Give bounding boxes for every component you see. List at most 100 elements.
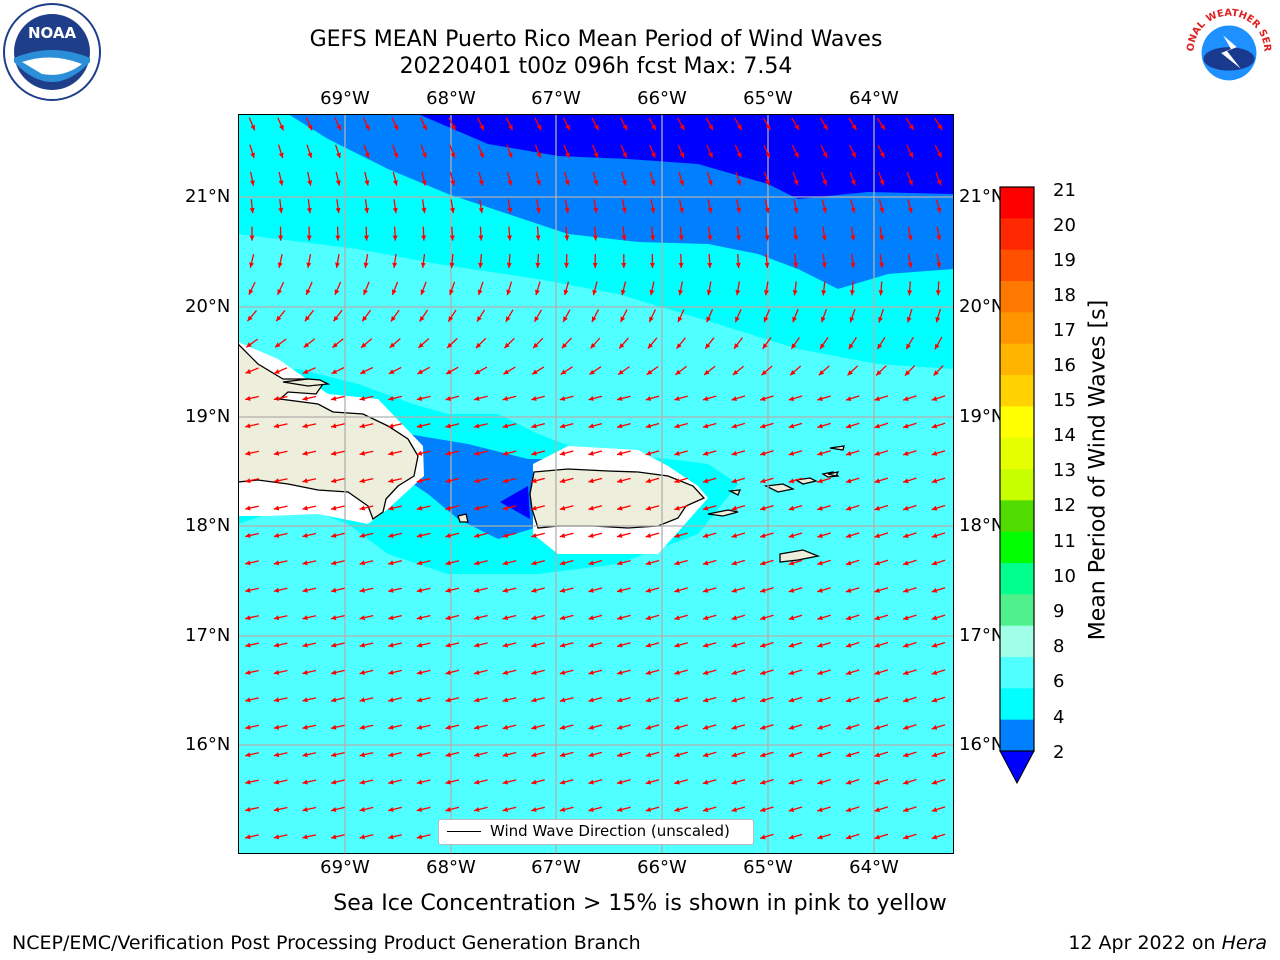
wave-vector-head <box>674 560 680 566</box>
wave-vector-head <box>678 289 683 296</box>
land-puerto-rico <box>529 468 706 529</box>
wave-vector-head <box>788 396 795 401</box>
wave-vector-head <box>760 588 766 593</box>
wave-vector-head <box>845 642 852 648</box>
wave-vector-head <box>674 670 680 675</box>
wave-vector-head <box>736 235 741 241</box>
wave-vector-head <box>245 724 251 730</box>
wave-vector-head <box>622 180 627 186</box>
wave-vector-head <box>274 369 280 374</box>
wave-vector-head <box>931 615 938 621</box>
wave-vector-head <box>935 290 941 296</box>
wave-vector-head <box>590 343 596 349</box>
wave-vector-head <box>850 207 856 213</box>
wave-vector-head <box>617 587 623 593</box>
wave-vector-head <box>645 615 652 621</box>
wave-vector-head <box>450 207 455 214</box>
wave-vector-head <box>416 615 423 621</box>
wave-vector-head <box>903 451 909 456</box>
wave-vector-head <box>702 560 709 566</box>
wave-vector-head <box>817 615 823 621</box>
wave-vector-head <box>502 642 509 648</box>
wave-vector-head <box>817 779 823 785</box>
wave-vector-head <box>845 807 852 812</box>
wave-vector-head <box>735 316 740 323</box>
wave-vector-head <box>931 779 938 785</box>
wave-vector-head <box>847 370 853 376</box>
wave-vector-head <box>817 834 823 840</box>
wave-vector-head <box>788 670 795 675</box>
wave-vector-head <box>821 290 827 296</box>
wave-vector-head <box>533 342 539 349</box>
colorbar-swatch <box>1000 375 1034 407</box>
lon-label-top: 66°W <box>637 88 687 109</box>
wave-vector-head <box>388 670 394 675</box>
wave-vector-head <box>478 207 484 214</box>
wave-vector-head <box>559 423 566 429</box>
wave-vector-head <box>706 289 712 296</box>
wave-vector-head <box>760 725 766 730</box>
wave-vector-head <box>760 807 766 812</box>
wave-vector-head <box>363 289 368 295</box>
wave-vector-head <box>674 697 680 703</box>
wave-vector-head <box>937 124 943 130</box>
footer-host: Hera <box>1221 932 1267 954</box>
colorbar-tick: 19 <box>1053 250 1076 271</box>
land-st-croix <box>779 549 821 563</box>
wave-vector-head <box>331 423 337 429</box>
wave-vector-head <box>507 152 513 158</box>
wave-vector-head <box>592 263 598 268</box>
wave-vector-head <box>588 533 594 538</box>
wave-vector-head <box>937 152 942 158</box>
wave-vector-head <box>273 478 280 484</box>
wave-vector-head <box>845 560 852 566</box>
wave-vector-head <box>504 342 510 349</box>
wave-vector-head <box>903 834 909 840</box>
wave-vector-head <box>249 235 255 241</box>
wave-vector-head <box>245 834 251 840</box>
wave-vector-head <box>302 423 308 429</box>
colorbar <box>999 186 1035 785</box>
wave-vector-head <box>817 423 823 429</box>
wave-vector-head <box>449 235 455 241</box>
wave-vector-head <box>617 505 623 511</box>
wave-vector-head <box>332 342 338 348</box>
wave-vector-head <box>874 670 880 675</box>
wave-vector-head <box>877 343 883 350</box>
wave-vector-head <box>273 396 280 401</box>
wave-vector-head <box>479 124 484 131</box>
colorbar-tick: 21 <box>1053 180 1076 201</box>
wave-vector-head <box>416 560 423 566</box>
wave-vector-head <box>731 670 737 675</box>
wave-vector-head <box>645 478 652 484</box>
wave-vector-head <box>559 807 566 812</box>
wave-vector-head <box>331 533 337 538</box>
wave-vector-head <box>788 615 795 621</box>
colorbar-swatch <box>1000 688 1034 721</box>
wave-vector-head <box>731 779 737 785</box>
wave-vector-head <box>760 560 766 566</box>
wave-vector-head <box>760 451 766 456</box>
wave-vector-head <box>508 124 513 131</box>
wave-vector-head <box>645 505 652 511</box>
wave-vector-head <box>788 533 795 538</box>
lat-label-right: 16°N <box>959 734 1005 755</box>
wave-vector-head <box>790 370 796 376</box>
wave-vector-head <box>907 207 913 213</box>
wave-vector-head <box>645 450 652 456</box>
wave-vector-head <box>273 423 280 429</box>
wave-vector-head <box>531 396 537 401</box>
wave-vector-head <box>560 369 567 375</box>
wave-vector-head <box>245 807 251 812</box>
wave-vector-head <box>849 290 855 296</box>
wave-vector-head <box>559 697 566 703</box>
wave-vector-head <box>474 423 480 429</box>
land-hispaniola <box>238 343 419 521</box>
wave-vector-head <box>248 289 254 295</box>
wave-vector-head <box>845 615 852 621</box>
wave-vector-head <box>760 423 766 429</box>
wave-vector-head <box>416 697 423 703</box>
wave-vector-head <box>388 615 394 621</box>
wave-vector-head <box>845 533 852 538</box>
wave-vector-head <box>645 560 652 566</box>
